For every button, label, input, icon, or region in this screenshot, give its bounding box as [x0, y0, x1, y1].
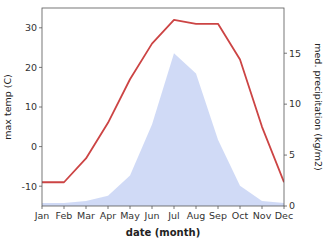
x-tick — [218, 206, 219, 209]
chart: Jan Feb Mar AprMay Jun Jul AugSep Oct NovDec -10 0… — [0, 0, 326, 242]
x-tick — [174, 206, 175, 209]
x-tick-label: Jan — [34, 210, 50, 221]
x-tick-label: Dec — [275, 210, 293, 221]
x-axis-label: date (month) — [126, 227, 200, 238]
x-tick-label: May — [120, 210, 140, 221]
y-tick — [39, 27, 42, 28]
y2-tick-label: 10 — [289, 98, 301, 109]
plot-area — [42, 20, 284, 206]
x-tick — [240, 206, 241, 209]
x-tick — [86, 206, 87, 209]
y-tick-label: 0 — [31, 141, 37, 152]
precip-area — [42, 53, 284, 206]
y2-tick — [284, 206, 287, 207]
y2-tick — [284, 53, 287, 54]
y-tick — [39, 107, 42, 108]
x-tick-label: Oct — [232, 210, 249, 221]
x-tick-label: Mar — [77, 210, 95, 221]
x-tick — [152, 206, 153, 209]
plot-frame — [42, 8, 284, 206]
y2-axis-label: med. precipitation (kg/m2) — [313, 43, 324, 170]
x-tick-label: Jun — [144, 210, 160, 221]
y-tick — [39, 67, 42, 68]
x-tick — [42, 206, 43, 209]
y-tick-label: 10 — [25, 101, 37, 112]
x-tick-label: Jul — [167, 210, 179, 221]
y-tick — [39, 146, 42, 147]
x-tick — [64, 206, 65, 209]
x-tick — [196, 206, 197, 209]
y-tick — [39, 186, 42, 187]
x-tick-label: Sep — [209, 210, 227, 221]
x-tick — [284, 206, 285, 209]
x-tick-label: Aug — [187, 210, 206, 221]
y2-tick — [284, 155, 287, 156]
y2-tick-label: 15 — [289, 48, 301, 59]
x-tick-label: Feb — [56, 210, 73, 221]
x-tick — [130, 206, 131, 209]
y2-tick-label: 0 — [289, 200, 295, 211]
x-tick-label: Apr — [100, 210, 117, 221]
x-tick — [262, 206, 263, 209]
x-tick — [108, 206, 109, 209]
x-tick-label: Nov — [253, 210, 272, 221]
y2-tick-label: 5 — [289, 149, 295, 160]
y2-tick — [284, 104, 287, 105]
y-tick-label: -10 — [21, 181, 37, 192]
y-tick-label: 30 — [25, 22, 37, 33]
y-tick-label: 20 — [25, 62, 37, 73]
y-axis-label: max temp (C) — [2, 74, 13, 140]
